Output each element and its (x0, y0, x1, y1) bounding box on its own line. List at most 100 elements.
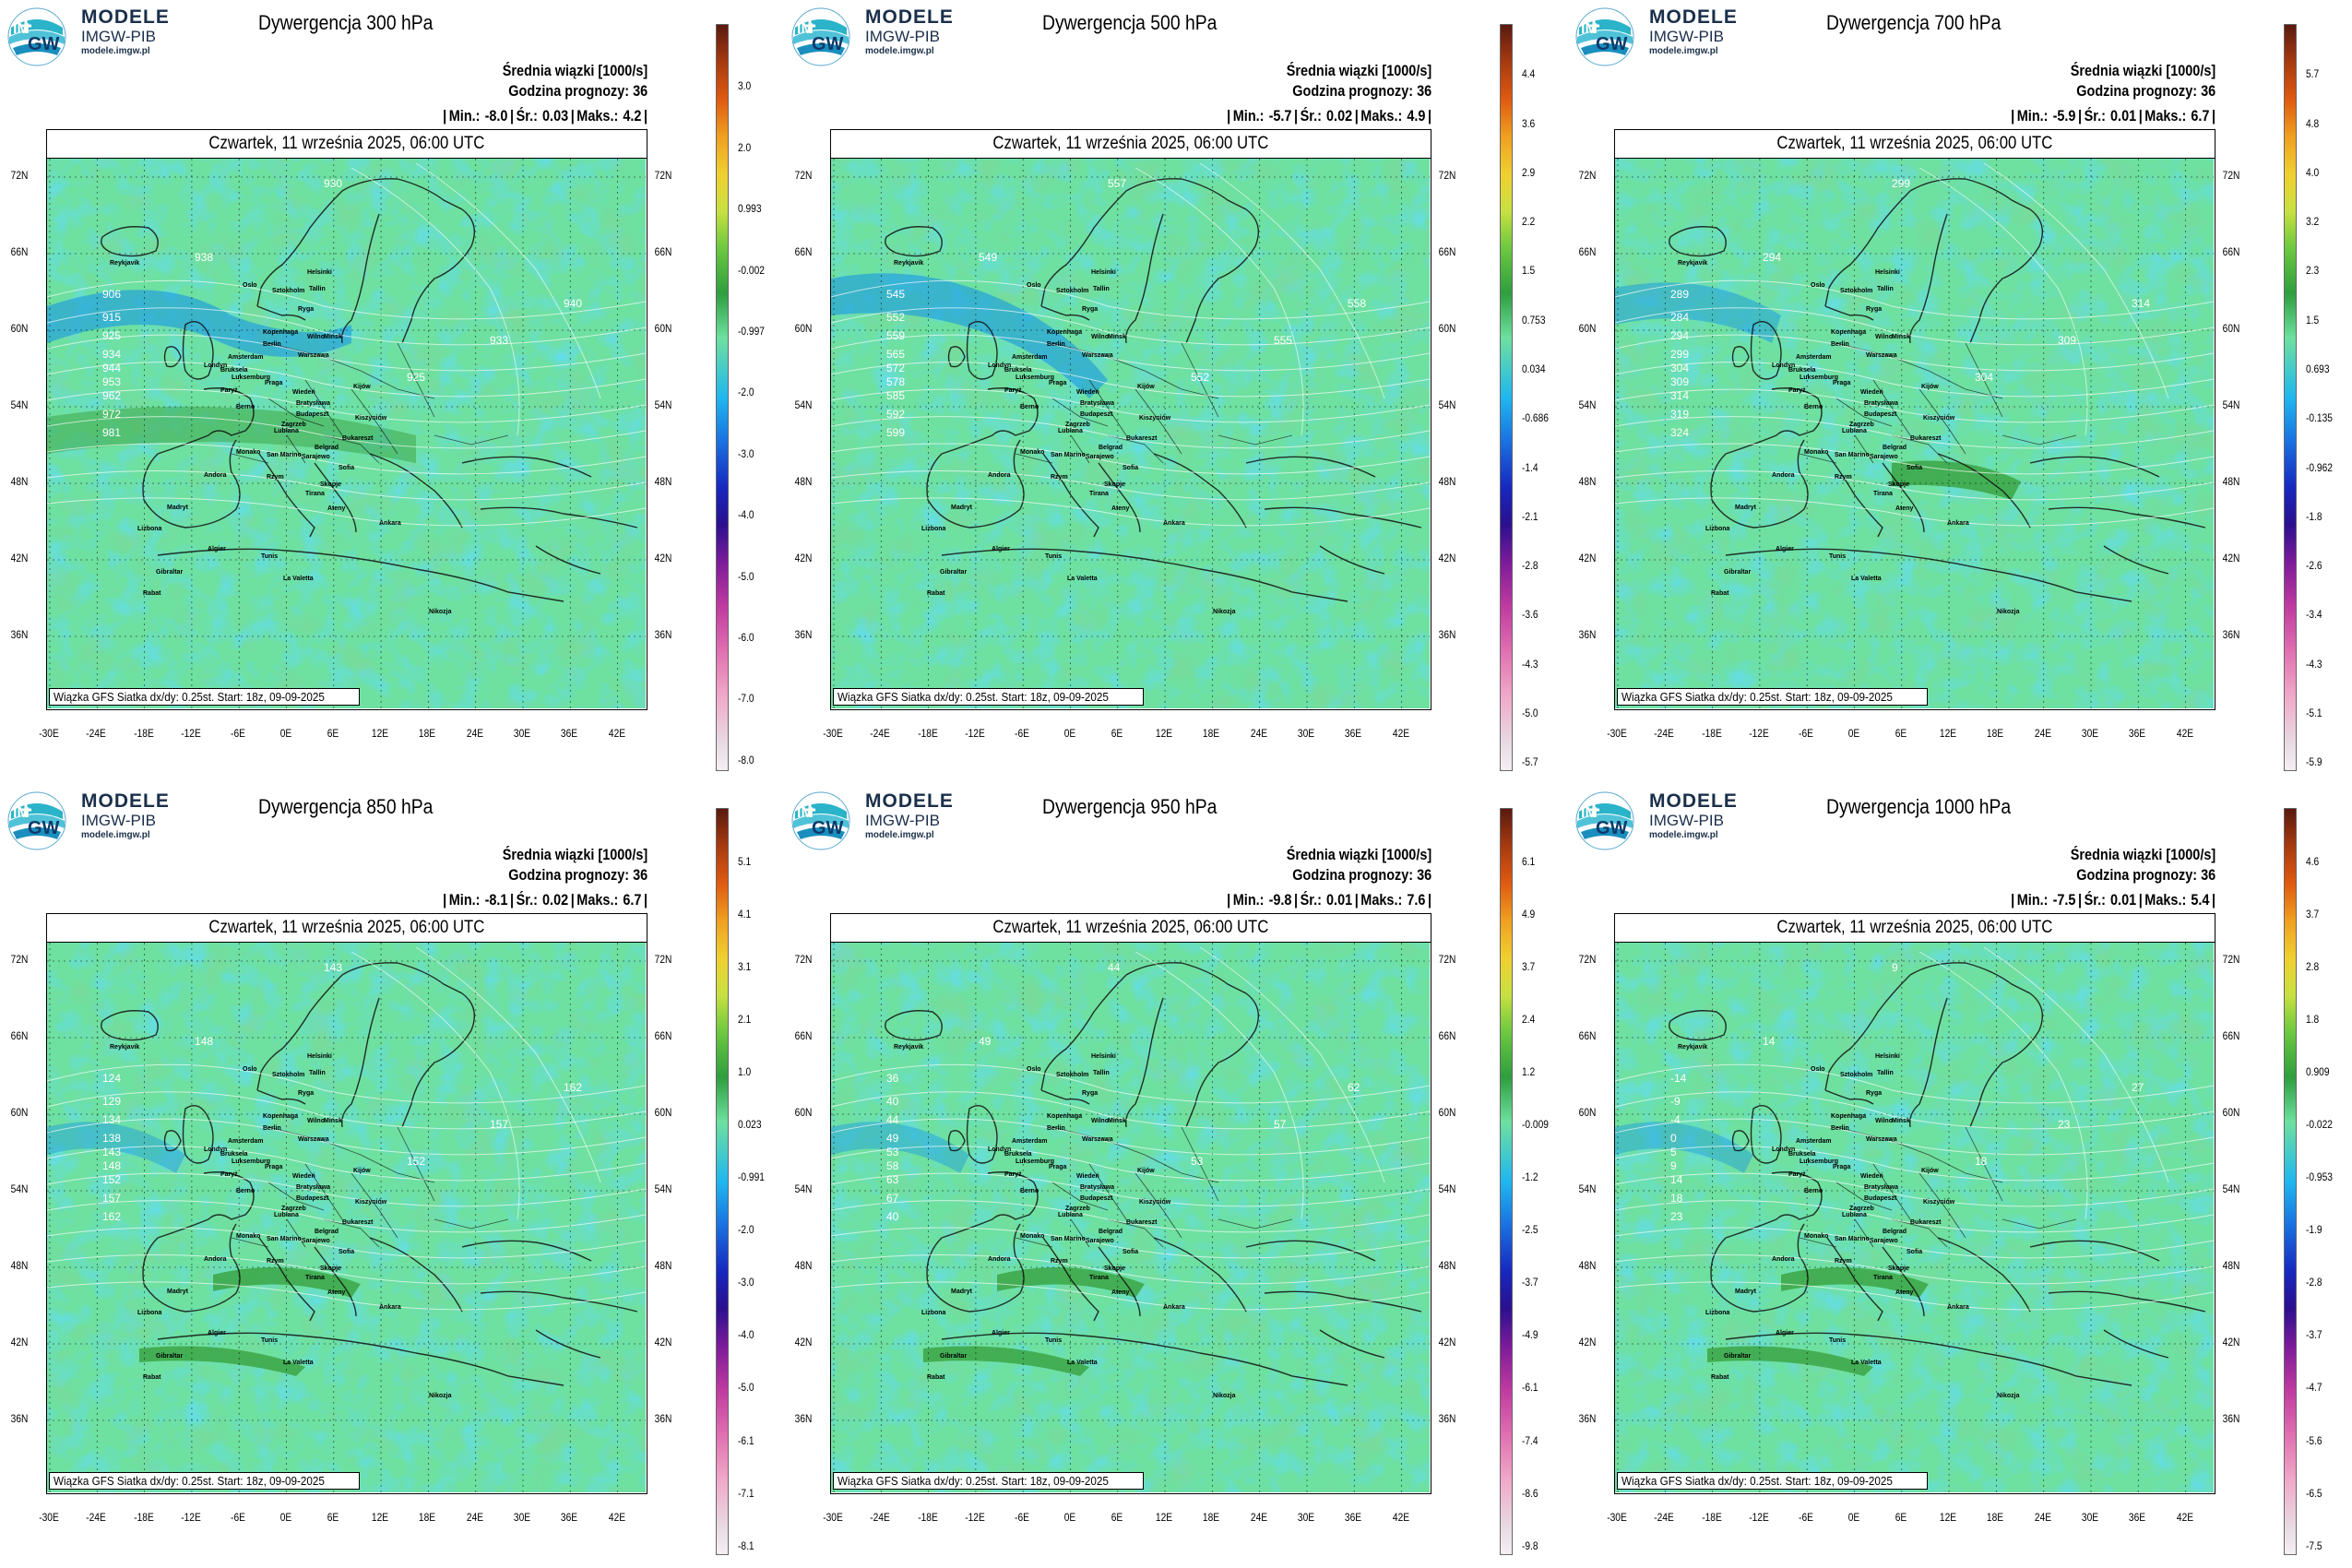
contour-label: 63 (886, 1173, 899, 1186)
contour-label: 319 (1670, 408, 1690, 421)
city-label: Nikozja (1997, 609, 2020, 615)
map-frame: Czwartek, 11 września 2025, 06:00 UTC 36… (830, 913, 1431, 1494)
info-forecast-hour: Godzina prognozy: 36 (2076, 866, 2215, 884)
stats-mean: 0.01 (2109, 107, 2137, 125)
lat-label-left: 36N (1578, 1412, 1597, 1425)
lat-label-right: 72N (2222, 169, 2240, 182)
city-label: Ryga (1866, 306, 1883, 313)
colorbar-label: -7.1 (738, 1486, 754, 1500)
city-label: Gibraltar (940, 1353, 968, 1360)
stats-mean-label: Śr.: (1300, 107, 1322, 125)
colorbar-label: -7.4 (1522, 1433, 1538, 1447)
lon-label: -24E (86, 1511, 107, 1524)
colorbar-label: -2.6 (2306, 559, 2322, 573)
panel-title: Dywergencja 950 hPa (1042, 795, 1218, 818)
city-label: Wiedeń (1860, 1173, 1883, 1180)
colorbar-label: -6.0 (738, 630, 754, 644)
city-label: Bukareszt (342, 435, 374, 442)
colorbar-label: -4.9 (1522, 1328, 1538, 1342)
lon-label: 6E (327, 1511, 339, 1524)
contour-label: 299 (1670, 348, 1690, 361)
lon-label: 30E (513, 727, 531, 740)
stats-line: | Min.: -5.9 | Śr.: 0.01 | Maks.: 6.7 | (2011, 107, 2215, 125)
city-label: Bratysława (296, 1184, 330, 1191)
city-label: Mińsk (324, 334, 342, 340)
lon-label: -18E (133, 1511, 154, 1524)
city-label: La Valetta (283, 576, 314, 582)
colorbar-label: -0.991 (738, 1170, 765, 1184)
brand-line3: modele.imgw.pl (865, 830, 934, 840)
contour-label: 138 (102, 1132, 122, 1145)
colorbar-label: -2.0 (738, 1223, 754, 1237)
lon-label: 30E (513, 1511, 531, 1524)
contour-label: 933 (490, 334, 509, 347)
lat-label-right: 36N (2222, 1412, 2240, 1425)
colorbar-label: 2.3 (2306, 264, 2320, 278)
stats-mean: 0.02 (1325, 107, 1353, 125)
colorbar-label: -1.9 (2306, 1223, 2322, 1237)
city-label: Tirana (1089, 491, 1109, 497)
svg-text:IM: IM (797, 805, 814, 821)
contour-label: 40 (886, 1210, 899, 1223)
contour-label: 294 (1670, 329, 1690, 342)
contour-label: 552 (1191, 371, 1210, 384)
city-label: Mińsk (1892, 334, 1910, 340)
city-label: Luksemburg (1016, 374, 1055, 381)
city-label: Praga (265, 1164, 283, 1170)
svg-text:IM: IM (13, 21, 30, 37)
lat-label-right: 72N (2222, 953, 2240, 966)
colorbar-label: 0.693 (2306, 362, 2330, 376)
city-label: Ankara (1163, 520, 1185, 527)
lat-label-right: 66N (2222, 245, 2240, 258)
colorbar-label: -1.8 (2306, 509, 2322, 523)
lon-label: -6E (231, 727, 246, 740)
lon-label: 24E (466, 727, 483, 740)
city-label: Sztokholm (1056, 1072, 1089, 1078)
lon-label: 12E (1156, 727, 1173, 740)
lat-label-right: 66N (654, 245, 672, 258)
city-label: Berlin (263, 341, 281, 348)
lon-label: -6E (231, 1511, 246, 1524)
lon-label: -18E (1701, 1511, 1722, 1524)
footer-text: Wiązka GFS Siatka dx/dy: 0.25st. Start: … (837, 1474, 1109, 1488)
lon-label: -24E (1654, 1511, 1675, 1524)
colorbar-label: -4.0 (738, 508, 754, 522)
contour-label: 953 (102, 375, 122, 388)
city-label: Rabat (927, 1374, 945, 1381)
city-label: Ateny (1895, 1289, 1914, 1296)
lon-label: -30E (1607, 727, 1627, 740)
date-text: Czwartek, 11 września 2025, 06:00 UTC (1776, 918, 2053, 937)
lon-label: 0E (1847, 1511, 1859, 1524)
city-label: Budapeszt (1864, 411, 1897, 418)
contour-label: 57 (1274, 1118, 1287, 1131)
lat-label-left: 60N (1578, 322, 1597, 335)
city-label: Helsinki (1091, 269, 1116, 276)
lat-label-left: 60N (1578, 1106, 1597, 1119)
city-label: Andora (988, 1256, 1011, 1263)
lat-label-left: 48N (1578, 475, 1597, 488)
brand: MODELE IMGW-PIB modele.imgw.pl (1649, 7, 1738, 56)
city-label: Praga (265, 380, 283, 386)
contour-label: 152 (407, 1155, 426, 1168)
city-label: Tirana (1873, 491, 1893, 497)
lon-label: 12E (372, 1511, 389, 1524)
city-label: Kopenhaga (1831, 1113, 1867, 1120)
city-label: Kijów (353, 384, 371, 390)
city-label: Oslo (243, 1066, 257, 1073)
brand: MODELE IMGW-PIB modele.imgw.pl (865, 791, 954, 840)
contour-label: 552 (886, 311, 906, 324)
lat-label-left: 60N (10, 322, 29, 335)
city-label: Zagrzeb (281, 1206, 306, 1212)
stats-min: -5.7 (1268, 107, 1292, 125)
svg-text:GW: GW (28, 34, 60, 54)
footer-text: Wiązka GFS Siatka dx/dy: 0.25st. Start: … (53, 1474, 325, 1488)
city-label: Warszawa (1082, 352, 1113, 359)
stats-mean-label: Śr.: (516, 107, 538, 125)
colorbar-label: -1.4 (1522, 460, 1538, 474)
lon-label: 36E (2129, 1511, 2146, 1524)
contour-label: 134 (102, 1113, 122, 1126)
city-label: Berlin (1047, 341, 1065, 348)
colorbar-label: 3.2 (2306, 215, 2320, 229)
city-label: Helsinki (307, 269, 332, 276)
city-label: Paryż (1004, 1171, 1022, 1178)
